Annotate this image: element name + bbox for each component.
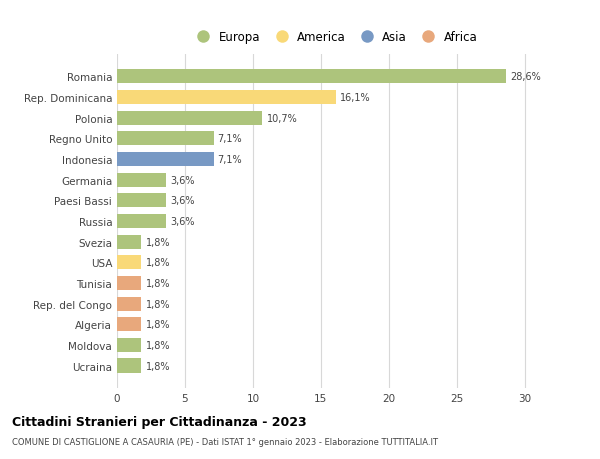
Bar — [117, 318, 142, 331]
Text: 3,6%: 3,6% — [170, 217, 194, 226]
Text: 28,6%: 28,6% — [510, 72, 541, 82]
Text: 1,8%: 1,8% — [146, 299, 170, 309]
Legend: Europa, America, Asia, Africa: Europa, America, Asia, Africa — [188, 28, 481, 48]
Text: 7,1%: 7,1% — [218, 155, 242, 165]
Text: 1,8%: 1,8% — [146, 361, 170, 371]
Bar — [117, 132, 214, 146]
Bar — [117, 70, 506, 84]
Bar — [117, 91, 336, 105]
Text: 1,8%: 1,8% — [146, 257, 170, 268]
Text: 16,1%: 16,1% — [340, 93, 371, 103]
Text: Cittadini Stranieri per Cittadinanza - 2023: Cittadini Stranieri per Cittadinanza - 2… — [12, 415, 307, 428]
Text: 10,7%: 10,7% — [266, 113, 297, 123]
Bar — [117, 235, 142, 249]
Text: 1,8%: 1,8% — [146, 278, 170, 288]
Text: 1,8%: 1,8% — [146, 340, 170, 350]
Bar — [117, 359, 142, 373]
Bar — [117, 112, 262, 125]
Text: 1,8%: 1,8% — [146, 237, 170, 247]
Text: 7,1%: 7,1% — [218, 134, 242, 144]
Bar — [117, 256, 142, 270]
Bar — [117, 194, 166, 208]
Bar — [117, 276, 142, 290]
Bar — [117, 338, 142, 352]
Bar — [117, 297, 142, 311]
Bar — [117, 173, 166, 187]
Bar — [117, 214, 166, 229]
Text: COMUNE DI CASTIGLIONE A CASAURIA (PE) - Dati ISTAT 1° gennaio 2023 - Elaborazion: COMUNE DI CASTIGLIONE A CASAURIA (PE) - … — [12, 437, 438, 446]
Text: 3,6%: 3,6% — [170, 196, 194, 206]
Text: 1,8%: 1,8% — [146, 319, 170, 330]
Bar — [117, 153, 214, 167]
Text: 3,6%: 3,6% — [170, 175, 194, 185]
